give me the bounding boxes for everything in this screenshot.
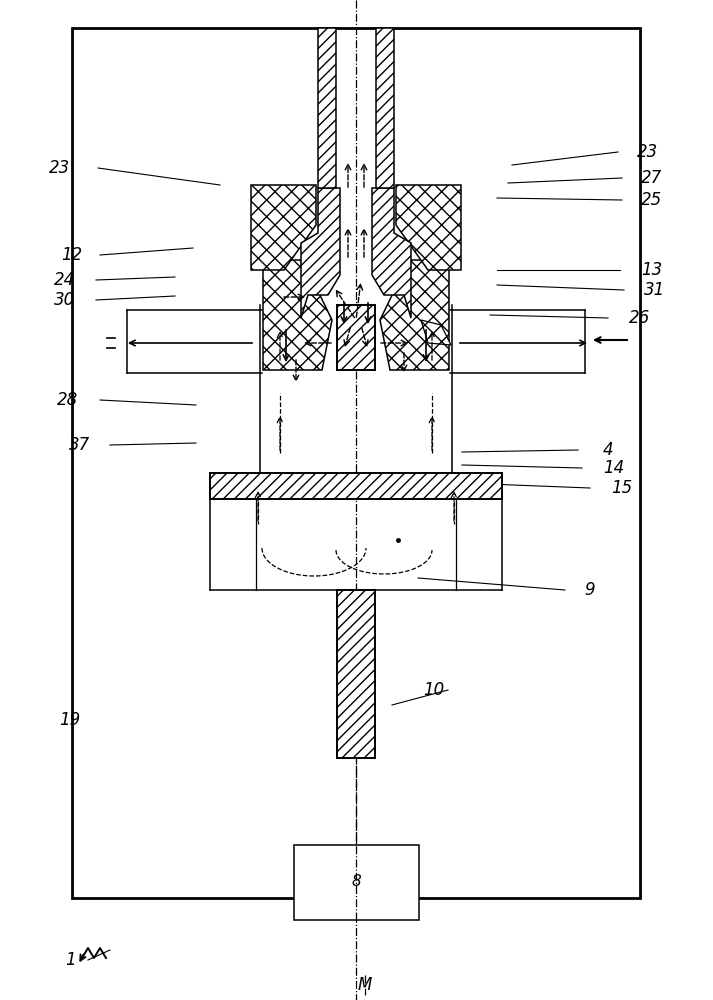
Polygon shape [421, 320, 451, 345]
Polygon shape [263, 260, 332, 370]
Text: 14: 14 [603, 459, 625, 477]
Bar [294, 845, 419, 920]
Text: 12: 12 [61, 246, 83, 264]
Text: 26: 26 [630, 309, 651, 327]
Text: 4: 4 [602, 441, 613, 459]
Bar [318, 28, 336, 188]
Text: M: M [358, 976, 372, 994]
Bar [210, 473, 502, 499]
Bar [72, 28, 640, 898]
Polygon shape [372, 188, 411, 318]
Text: 15: 15 [611, 479, 632, 497]
Bar [337, 590, 375, 758]
Text: 37: 37 [69, 436, 91, 454]
Bar [337, 305, 375, 370]
Text: 30: 30 [54, 291, 76, 309]
Polygon shape [251, 185, 316, 270]
Text: 8: 8 [351, 874, 361, 890]
Text: 23: 23 [637, 143, 659, 161]
Polygon shape [380, 260, 449, 370]
Text: 25: 25 [642, 191, 662, 209]
Text: 9: 9 [585, 581, 595, 599]
Bar [376, 28, 394, 188]
Text: 1: 1 [65, 951, 76, 969]
Text: 13: 13 [642, 261, 662, 279]
Text: 19: 19 [59, 711, 81, 729]
Text: 23: 23 [49, 159, 71, 177]
Polygon shape [301, 188, 340, 318]
Text: 27: 27 [642, 169, 662, 187]
Polygon shape [396, 185, 461, 270]
Text: 28: 28 [57, 391, 78, 409]
Text: 10: 10 [424, 681, 445, 699]
Text: 24: 24 [54, 271, 76, 289]
Text: 31: 31 [645, 281, 666, 299]
